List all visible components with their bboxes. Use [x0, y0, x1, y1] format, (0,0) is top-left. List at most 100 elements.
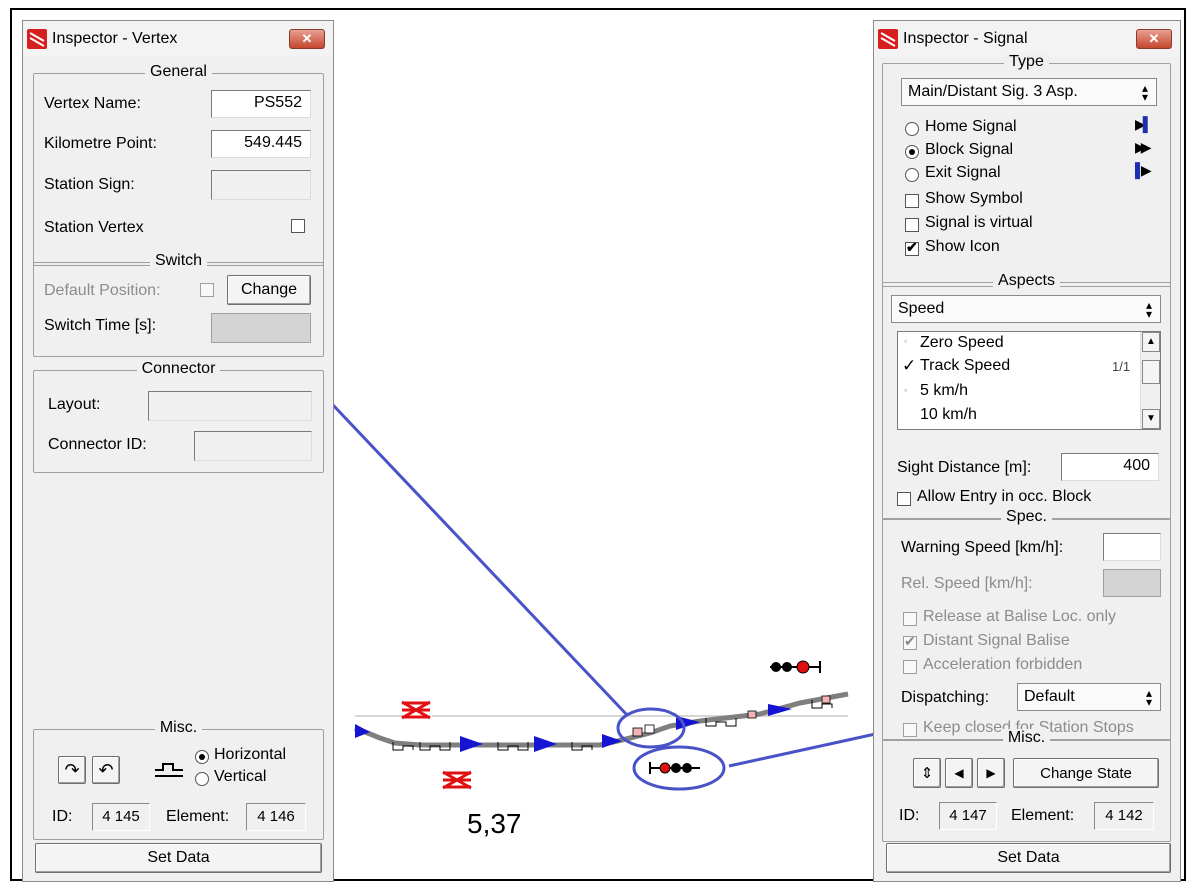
switch-legend: Switch	[149, 252, 208, 269]
connector-legend: Connector	[136, 360, 221, 377]
signal-misc-group: Misc. ⇕ ◀ ▶ Change State ID: 4 147 Eleme…	[882, 729, 1171, 842]
misc-group: Misc. ↷ ↶ Horizontal Vertical ID: 4 145 …	[33, 719, 324, 840]
kilometre-label: 5,37	[467, 808, 522, 839]
keep-closed-checkbox[interactable]	[903, 723, 917, 737]
direction-arrow	[534, 736, 557, 752]
close-button[interactable]: ✕	[289, 29, 325, 49]
kilometre-point-field[interactable]: 549.445	[211, 130, 311, 158]
layout-field[interactable]	[148, 391, 312, 421]
distant-balise-checkbox[interactable]	[903, 633, 917, 650]
aspect-item[interactable]: Zero Speed	[920, 334, 1004, 351]
dispatching-select[interactable]: Default ▴ ▾	[1017, 683, 1161, 711]
station-vertex-label: Station Vertex	[44, 219, 144, 236]
id-label: ID:	[52, 808, 73, 825]
direction-arrow	[460, 736, 483, 752]
vertex-name-field[interactable]: PS552	[211, 90, 311, 118]
rel-speed-field[interactable]	[1103, 569, 1161, 597]
vertex-inspector-titlebar[interactable]: Inspector - Vertex ✕	[23, 21, 333, 57]
scroll-up-icon[interactable]: ▲	[1142, 332, 1160, 352]
acceleration-checkbox[interactable]	[903, 660, 917, 674]
rotate-clockwise-icon[interactable]: ↷	[58, 756, 86, 784]
signal-highlight-ellipse	[632, 745, 726, 791]
show-symbol-checkbox[interactable]	[905, 194, 919, 208]
change-button[interactable]: Change	[227, 275, 311, 305]
element-value: 4 146	[246, 803, 306, 831]
signal-inspector-titlebar[interactable]: Inspector - Signal ✕	[874, 21, 1180, 57]
keep-closed-label: Keep closed for Station Stops	[923, 719, 1134, 736]
general-group: General Vertex Name: PS552 Kilometre Poi…	[33, 63, 324, 266]
allow-entry-label: Allow Entry in occ. Block	[917, 488, 1092, 505]
aspects-list[interactable]: ▫ Zero Speed ✓ Track Speed 1/1 ▫ 5 km/h …	[897, 331, 1161, 430]
sight-distance-field[interactable]: 400	[1061, 453, 1159, 481]
aspects-legend: Aspects	[993, 272, 1060, 289]
exit-signal-radio[interactable]	[905, 168, 919, 182]
switch-time-label: Switch Time [s]:	[44, 317, 157, 334]
warning-speed-field[interactable]	[1103, 533, 1161, 561]
default-position-checkbox[interactable]	[200, 283, 214, 297]
scroll-thumb[interactable]	[1142, 360, 1160, 384]
station-vertex-checkbox[interactable]	[291, 219, 305, 233]
acceleration-label: Acceleration forbidden	[923, 656, 1083, 673]
switch-group: Switch Default Position: Change Switch T…	[33, 252, 324, 357]
block-signal-label: Block Signal	[925, 141, 1014, 158]
vertical-radio[interactable]	[195, 772, 209, 786]
distant-balise-label: Distant Signal Balise	[923, 632, 1070, 649]
vertex-name-label: Vertex Name:	[44, 95, 141, 112]
vertex-inspector-window: Inspector - Vertex ✕ General Vertex Name…	[22, 20, 334, 882]
station-sign-field[interactable]	[211, 170, 311, 200]
default-position-label: Default Position:	[44, 282, 161, 299]
aspects-select[interactable]: Speed ▴ ▾	[891, 295, 1161, 323]
set-data-button[interactable]: Set Data	[35, 843, 322, 873]
close-button[interactable]: ✕	[1136, 29, 1172, 49]
signal-inspector-window: Inspector - Signal ✕ Type Main/Distant S…	[873, 20, 1181, 882]
spec-group: Spec. Warning Speed [km/h]: Rel. Speed […	[882, 508, 1171, 741]
show-icon-label: Show Icon	[925, 238, 1000, 255]
switch-time-field[interactable]	[211, 313, 311, 343]
aspects-select-value: Speed	[898, 300, 945, 317]
arrow-right-icon[interactable]: ▶	[977, 758, 1005, 788]
scroll-down-icon[interactable]: ▼	[1142, 409, 1160, 429]
release-balise-checkbox[interactable]	[903, 612, 917, 626]
type-group: Type Main/Distant Sig. 3 Asp. ▴ ▾ Home Si…	[882, 53, 1171, 287]
home-signal-radio[interactable]	[905, 122, 919, 136]
aspects-group: Aspects Speed ▴ ▾ ▫ Zero Speed ✓ Track Sp…	[882, 272, 1171, 520]
unchecked-mark-icon: ▫	[904, 336, 908, 346]
exit-signal-label: Exit Signal	[925, 164, 1001, 181]
block-signal-radio[interactable]	[905, 145, 919, 159]
aspects-scrollbar[interactable]: ▲ ▼	[1140, 332, 1160, 429]
connector-group: Connector Layout: Connector ID:	[33, 360, 324, 473]
set-data-button[interactable]: Set Data	[886, 843, 1171, 873]
allow-entry-checkbox[interactable]	[897, 492, 911, 506]
horizontal-radio[interactable]	[195, 750, 209, 764]
signal-type-value: Main/Distant Sig. 3 Asp.	[908, 83, 1078, 100]
layout-label: Layout:	[48, 396, 101, 413]
connector-id-field[interactable]	[194, 431, 312, 461]
updown-arrow-icon: ▴ ▾	[1145, 298, 1152, 321]
signal-callout-line	[728, 731, 881, 768]
vertex-symbol-icon	[155, 763, 183, 777]
aspect-item[interactable]: 10 km/h	[920, 406, 977, 423]
aspect-item[interactable]: Track Speed	[920, 357, 1011, 374]
updown-arrow-icon: ▴ ▾	[1141, 81, 1148, 104]
rel-speed-label: Rel. Speed [km/h]:	[901, 575, 1033, 592]
change-state-button[interactable]: Change State	[1013, 758, 1159, 788]
signal-virtual-label: Signal is virtual	[925, 214, 1033, 231]
signal-type-select[interactable]: Main/Distant Sig. 3 Asp. ▴ ▾	[901, 78, 1157, 106]
arrow-left-icon[interactable]: ◀	[945, 758, 973, 788]
rotate-counterclockwise-icon[interactable]: ↶	[92, 756, 120, 784]
unchecked-mark-icon: ▫	[904, 385, 908, 395]
id-value: 4 147	[939, 802, 997, 830]
show-icon-checkbox[interactable]	[905, 239, 919, 256]
horizontal-label: Horizontal	[214, 746, 287, 763]
type-legend: Type	[1004, 53, 1049, 70]
signal-virtual-checkbox[interactable]	[905, 218, 919, 232]
direction-arrow	[602, 734, 622, 748]
connector-id-label: Connector ID:	[48, 436, 147, 453]
flip-vertical-icon[interactable]: ⇕	[913, 758, 941, 788]
exit-signal-icon: ▌▶	[1135, 162, 1152, 178]
updown-arrow-icon: ▴ ▾	[1145, 686, 1152, 709]
aspect-item[interactable]: 5 km/h	[920, 382, 969, 399]
kilometre-point-label: Kilometre Point:	[44, 135, 157, 152]
release-balise-label: Release at Balise Loc. only	[923, 608, 1116, 625]
